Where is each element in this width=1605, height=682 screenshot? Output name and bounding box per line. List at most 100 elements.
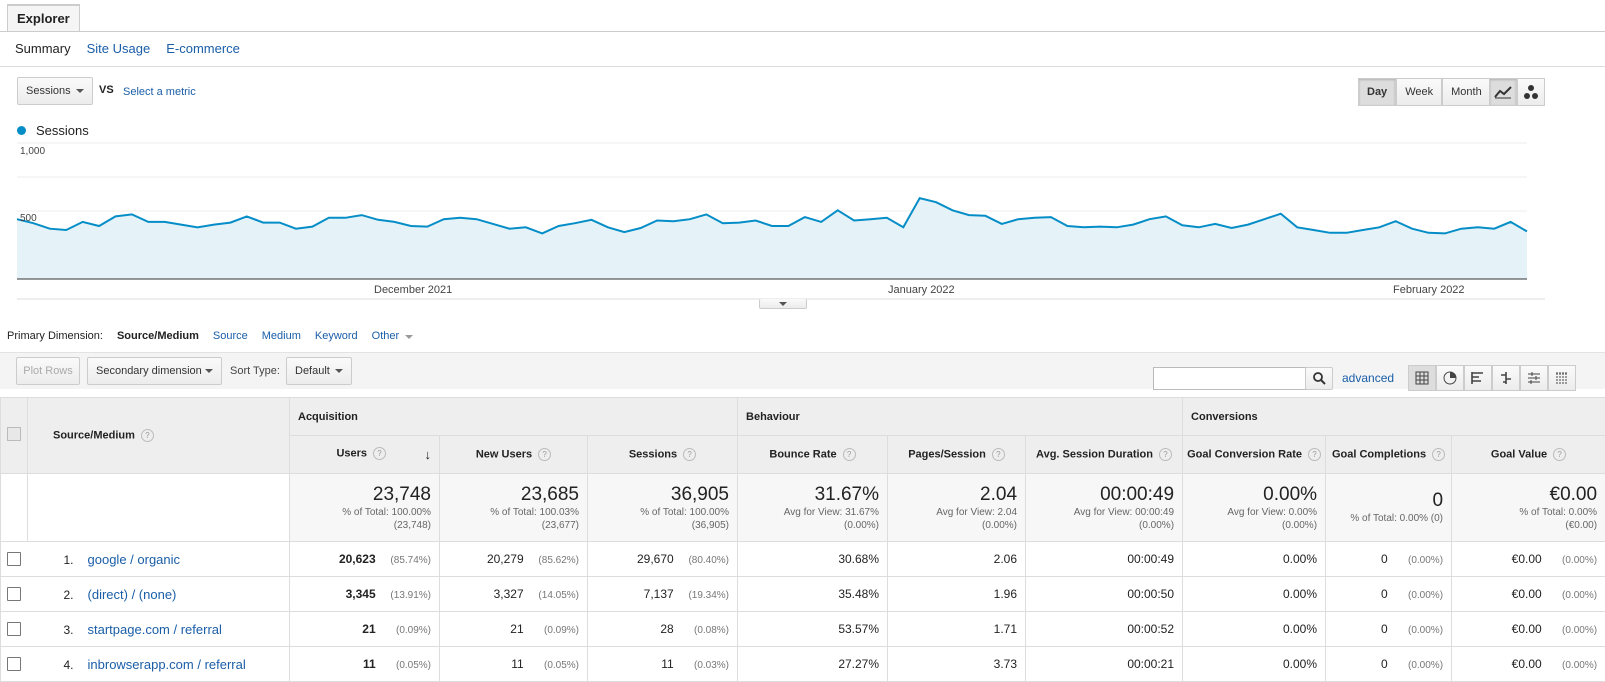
- total-sub: (36,905): [596, 519, 729, 532]
- col-bounce-rate-label: Bounce Rate: [769, 448, 836, 460]
- row-checkbox[interactable]: [7, 552, 21, 566]
- chevron-down-icon: [205, 369, 213, 373]
- dimension-medium[interactable]: Medium: [262, 330, 301, 342]
- row-dimension-link[interactable]: inbrowserapp.com / referral: [88, 657, 246, 672]
- dimension-other-label: Other: [372, 330, 400, 342]
- cell-new-users: 20,279 (85.62%): [440, 542, 588, 577]
- help-icon[interactable]: ?: [1432, 448, 1445, 461]
- help-icon[interactable]: ?: [373, 447, 386, 460]
- col-goal-value-label: Goal Value: [1491, 448, 1547, 460]
- row-dimension: 1.google / organic: [28, 542, 290, 577]
- table-row: 1.google / organic 20,623 (85.74%) 20,27…: [1, 542, 1605, 577]
- sort-type-dropdown[interactable]: Default: [286, 357, 352, 385]
- col-users[interactable]: Users?↓: [290, 436, 440, 474]
- help-icon[interactable]: ?: [843, 448, 856, 461]
- dimension-header[interactable]: Source/Medium?: [28, 398, 290, 474]
- help-icon[interactable]: ?: [1553, 448, 1566, 461]
- day-button[interactable]: Day: [1358, 78, 1396, 106]
- secondary-dimension-dropdown[interactable]: Secondary dimension: [87, 357, 222, 385]
- table-search-input[interactable]: [1153, 367, 1313, 390]
- cell-goal-value: €0.00 (0.00%): [1452, 577, 1605, 612]
- total-sub: % of Total: 100.00%: [298, 506, 431, 519]
- performance-view-icon[interactable]: [1464, 365, 1492, 391]
- totals-spacer: [28, 474, 290, 542]
- comparison-view-icon[interactable]: [1492, 365, 1520, 391]
- advanced-filter-link[interactable]: advanced: [1342, 371, 1394, 385]
- dimension-source-medium[interactable]: Source/Medium: [117, 330, 199, 342]
- row-checkbox-cell: [1, 577, 28, 612]
- col-avg-duration[interactable]: Avg. Session Duration?: [1026, 436, 1183, 474]
- row-dimension-link[interactable]: startpage.com / referral: [88, 622, 222, 637]
- help-icon[interactable]: ?: [538, 448, 551, 461]
- row-checkbox[interactable]: [7, 657, 21, 671]
- col-new-users[interactable]: New Users?: [440, 436, 588, 474]
- select-all-checkbox[interactable]: [7, 427, 21, 441]
- cell-goal-value-pct: (0.00%): [1545, 625, 1597, 636]
- subtab-summary[interactable]: Summary: [15, 41, 71, 56]
- help-icon[interactable]: ?: [1308, 448, 1321, 461]
- dimension-keyword[interactable]: Keyword: [315, 330, 358, 342]
- search-icon[interactable]: [1305, 367, 1333, 390]
- cell-completions: 0 (0.00%): [1326, 647, 1452, 682]
- col-goal-completions-label: Goal Completions: [1332, 448, 1426, 460]
- col-goal-conv-rate[interactable]: Goal Conversion Rate?: [1183, 436, 1326, 474]
- motion-chart-icon[interactable]: [1517, 78, 1545, 106]
- metric-dropdown[interactable]: Sessions: [17, 77, 93, 105]
- secondary-dimension-label: Secondary dimension: [96, 365, 202, 377]
- dimension-source[interactable]: Source: [213, 330, 248, 342]
- subtab-ecommerce[interactable]: E-commerce: [166, 41, 240, 56]
- month-button[interactable]: Month: [1442, 78, 1491, 106]
- select-metric-link[interactable]: Select a metric: [123, 86, 196, 98]
- pie-chart-icon[interactable]: [1436, 365, 1464, 391]
- week-button[interactable]: Week: [1396, 78, 1442, 106]
- line-chart-icon[interactable]: [1489, 78, 1517, 106]
- row-checkbox[interactable]: [7, 587, 21, 601]
- term-cloud-icon[interactable]: [1520, 365, 1548, 391]
- col-goal-completions[interactable]: Goal Completions?: [1326, 436, 1452, 474]
- total-cell: 36,905% of Total: 100.00%(36,905): [588, 474, 738, 542]
- cell-new-users: 21 (0.09%): [440, 612, 588, 647]
- cell-sessions-pct: (80.40%): [677, 555, 729, 566]
- y-tick-label: 1,000: [20, 146, 45, 157]
- data-table: Source/Medium? Acquisition Behaviour Con…: [0, 397, 1605, 682]
- pivot-view-icon[interactable]: [1548, 365, 1576, 391]
- collapse-chart-button[interactable]: [759, 299, 807, 309]
- help-icon[interactable]: ?: [141, 429, 154, 442]
- plot-rows-button[interactable]: Plot Rows: [16, 357, 80, 385]
- row-number: 4.: [64, 658, 74, 672]
- cell-sessions-pct: (0.03%): [677, 660, 729, 671]
- total-sub: (€0.00): [1460, 519, 1597, 532]
- row-checkbox[interactable]: [7, 622, 21, 636]
- cell-sessions: 11 (0.03%): [588, 647, 738, 682]
- col-bounce-rate[interactable]: Bounce Rate?: [738, 436, 888, 474]
- cell-users: 20,623 (85.74%): [290, 542, 440, 577]
- cell-users: 21 (0.09%): [290, 612, 440, 647]
- total-value: 31.67%: [746, 484, 879, 506]
- tab-explorer[interactable]: Explorer: [7, 4, 80, 31]
- row-dimension-link[interactable]: google / organic: [88, 552, 181, 567]
- help-icon[interactable]: ?: [992, 448, 1005, 461]
- granularity-selector: Day Week Month: [1358, 78, 1491, 106]
- cell-goal-value-pct: (0.00%): [1545, 660, 1597, 671]
- help-icon[interactable]: ?: [683, 448, 696, 461]
- col-sessions[interactable]: Sessions?: [588, 436, 738, 474]
- subtab-site-usage[interactable]: Site Usage: [87, 41, 151, 56]
- col-pages-session[interactable]: Pages/Session?: [888, 436, 1026, 474]
- total-value: 23,748: [298, 484, 431, 506]
- chart-legend: Sessions: [17, 123, 89, 138]
- group-behaviour: Behaviour: [738, 398, 1183, 436]
- row-dimension-link[interactable]: (direct) / (none): [88, 587, 177, 602]
- legend-dot: [17, 126, 26, 135]
- cell-goal-value-value: €0.00: [1512, 552, 1542, 566]
- cell-goal-value-value: €0.00: [1512, 587, 1542, 601]
- total-cell: 23,748% of Total: 100.00%(23,748): [290, 474, 440, 542]
- cell-duration: 00:00:49: [1026, 542, 1183, 577]
- data-table-view-icon[interactable]: [1408, 365, 1436, 391]
- total-sub: (0.00%): [1034, 519, 1174, 532]
- sessions-chart: [0, 140, 1605, 310]
- row-dimension: 4. inbrowserapp.com / referral: [28, 647, 290, 682]
- col-goal-value[interactable]: Goal Value?: [1452, 436, 1605, 474]
- dimension-other[interactable]: Other: [372, 330, 414, 342]
- help-icon[interactable]: ?: [1159, 448, 1172, 461]
